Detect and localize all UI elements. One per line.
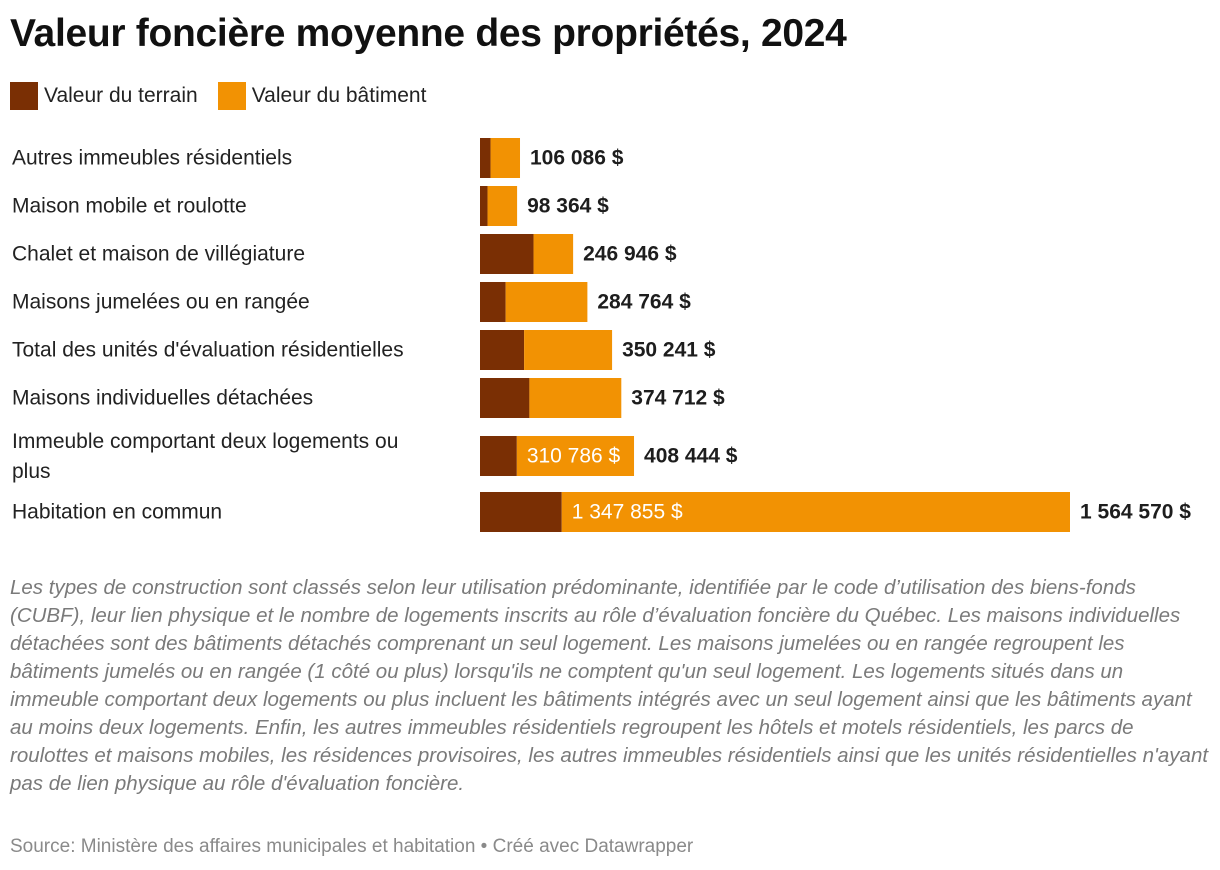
segment-value-label: 1 347 855 $ — [572, 501, 683, 524]
total-value-label: 350 241 $ — [622, 339, 716, 362]
category-label: Maison mobile et roulotte — [12, 195, 247, 218]
bar-segment-batiment — [524, 330, 613, 370]
category-label: Maisons jumelées ou en rangée — [12, 291, 310, 314]
legend-label-terrain: Valeur du terrain — [44, 84, 198, 107]
total-value-label: 246 946 $ — [583, 243, 677, 266]
bar-segment-terrain — [480, 330, 525, 370]
legend-item-terrain: Valeur du terrain — [10, 82, 198, 110]
bar-segment-batiment — [487, 186, 518, 226]
legend-swatch-batiment — [217, 82, 246, 110]
category-label-line: Immeuble comportant deux logements ou — [12, 430, 398, 453]
bar-segment-batiment — [561, 492, 1070, 532]
category-label: Immeuble comportant deux logements ou plu… — [12, 430, 398, 483]
bar-segment-batiment — [505, 282, 588, 322]
total-value-label: 98 364 $ — [527, 195, 609, 218]
chart-title: Valeur foncière moyenne des propriétés, … — [10, 12, 847, 55]
category-label-line: plus — [12, 460, 51, 483]
legend-label-batiment: Valeur du bâtiment — [251, 84, 427, 107]
source-credit: Source: Ministère des affaires municipal… — [10, 836, 694, 857]
bar-segment-terrain — [480, 282, 506, 322]
total-value-label: 374 712 $ — [631, 387, 725, 410]
bar-segment-terrain — [480, 378, 530, 418]
bar-segment-batiment — [516, 436, 635, 476]
category-label: Chalet et maison de villégiature — [12, 243, 305, 266]
category-label: Total des unités d'évaluation résidentie… — [12, 339, 404, 362]
total-value-label: 408 444 $ — [644, 445, 738, 468]
bar-segment-terrain — [480, 492, 562, 532]
category-label: Autres immeubles résidentiels — [12, 147, 292, 170]
category-label: Habitation en commun — [12, 501, 222, 524]
bar-segment-terrain — [480, 138, 491, 178]
bar-chart: Autres immeubles résidentiels 106 086 $ Ma… — [12, 138, 1191, 532]
total-value-label: 1 564 570 $ — [1080, 501, 1191, 524]
bar-segment-terrain — [480, 436, 517, 476]
segment-value-label: 310 786 $ — [527, 445, 621, 468]
bar-segment-batiment — [533, 234, 574, 274]
bar-segment-terrain — [480, 234, 534, 274]
bar-segment-batiment — [490, 138, 521, 178]
chart-note: Les types de construction sont classés s… — [10, 576, 1209, 795]
legend-item-batiment: Valeur du bâtiment — [217, 82, 427, 110]
category-label: Maisons individuelles détachées — [12, 387, 313, 410]
legend-swatch-terrain — [10, 82, 38, 110]
bar-segment-terrain — [480, 186, 488, 226]
legend: Valeur du terrain Valeur du bâtiment — [10, 82, 446, 110]
bar-segment-batiment — [529, 378, 622, 418]
total-value-label: 284 764 $ — [597, 291, 691, 314]
total-value-label: 106 086 $ — [530, 147, 624, 170]
